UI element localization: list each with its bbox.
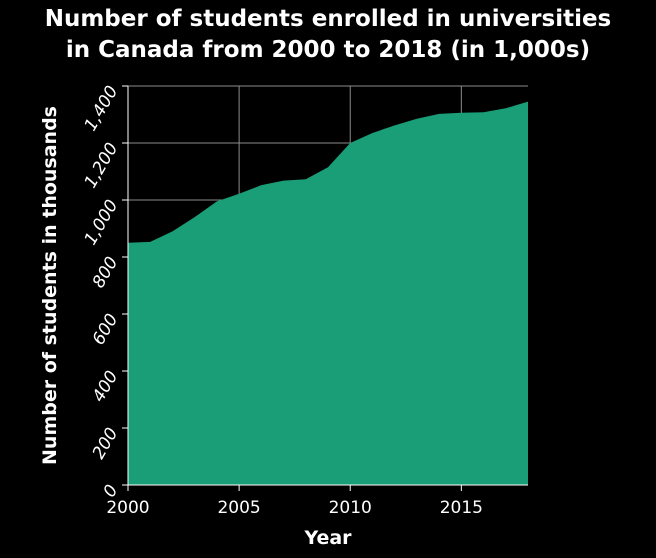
y-tick-label: 1,400 [81,83,123,135]
y-tick-label: 800 [89,254,123,292]
chart-title-line-2: in Canada from 2000 to 2018 (in 1,000s) [65,37,591,63]
y-tick-label: 200 [89,425,123,463]
area-series [128,101,528,486]
x-axis-label: Year [303,527,352,549]
x-tick-label: 2010 [329,498,372,518]
y-axis-label: Number of students in thousands [39,106,61,465]
y-tick-label: 600 [89,311,123,349]
area-series-layer [128,101,528,486]
y-tick-label: 400 [89,368,123,406]
chart-title-line-1: Number of students enrolled in universit… [44,6,612,32]
x-tick-label: 2005 [217,498,260,518]
x-tick-label: 2000 [106,498,149,518]
y-tick-label: 1,200 [81,140,123,192]
y-tick-label: 1,000 [81,197,123,249]
chart-title: Number of students enrolled in universit… [0,4,656,66]
axes [122,85,528,491]
x-tick-label: 2015 [440,498,483,518]
